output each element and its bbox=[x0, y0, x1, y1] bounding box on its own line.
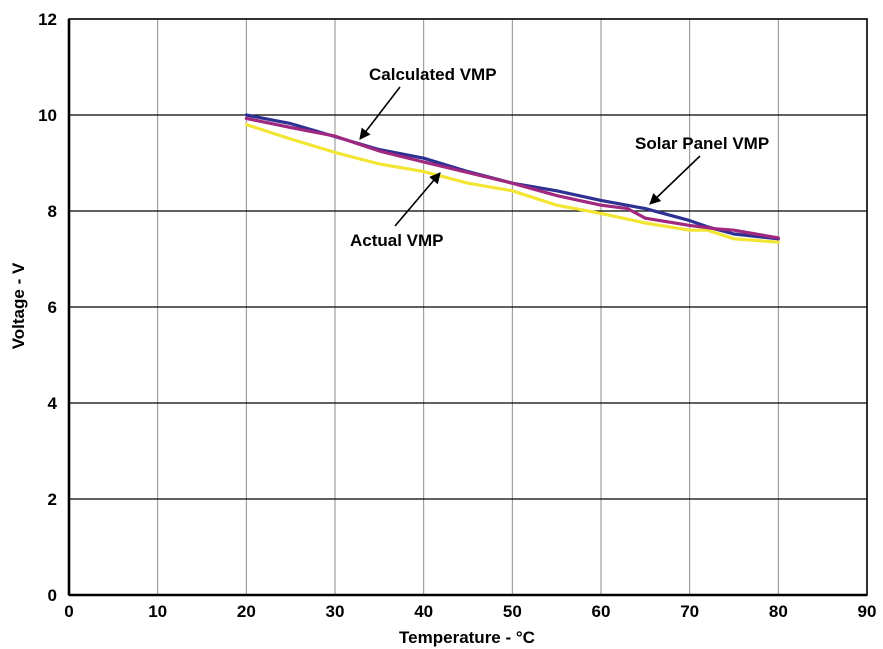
x-tick-label: 90 bbox=[858, 602, 877, 621]
annotation-solar-panel-vmp-label: Solar Panel VMP bbox=[635, 134, 769, 153]
plot-frame bbox=[67, 18, 868, 597]
series-lines bbox=[244, 113, 780, 244]
x-tick-label: 80 bbox=[769, 602, 788, 621]
series-line-calculated-vmp bbox=[244, 116, 780, 240]
x-tick-label: 20 bbox=[237, 602, 256, 621]
y-tick-label: 4 bbox=[48, 394, 58, 413]
grid bbox=[69, 19, 867, 595]
x-axis-title: Temperature - °C bbox=[399, 628, 535, 647]
annotation-calculated-vmp: Calculated VMP bbox=[359, 65, 497, 140]
y-tick-label: 0 bbox=[48, 586, 57, 605]
annotation-solar-panel-vmp-arrow bbox=[649, 155, 701, 205]
annotation-actual-vmp: Actual VMP bbox=[350, 172, 444, 250]
y-tick-label: 10 bbox=[38, 106, 57, 125]
x-tick-label: 30 bbox=[326, 602, 345, 621]
annotation-calculated-vmp-label: Calculated VMP bbox=[369, 65, 497, 84]
annotation-actual-vmp-arrow bbox=[394, 172, 441, 227]
x-tick-labels: 0 10 20 30 40 50 60 70 80 90 bbox=[64, 602, 876, 621]
y-tick-labels: 0 2 4 6 8 10 12 bbox=[38, 10, 57, 605]
annotation-actual-vmp-label: Actual VMP bbox=[350, 231, 444, 250]
x-tick-label: 70 bbox=[680, 602, 699, 621]
x-tick-label: 40 bbox=[414, 602, 433, 621]
y-tick-label: 8 bbox=[48, 202, 57, 221]
series-line-actual-vmp bbox=[244, 122, 780, 244]
annotation-calculated-vmp-arrow bbox=[359, 86, 401, 140]
y-axis-title: Voltage - V bbox=[9, 262, 28, 349]
annotations: Calculated VMP Solar Panel VMP Actual VM… bbox=[350, 65, 769, 250]
x-tick-label: 60 bbox=[592, 602, 611, 621]
y-tick-label: 12 bbox=[38, 10, 57, 29]
y-tick-label: 6 bbox=[48, 298, 57, 317]
x-tick-label: 0 bbox=[64, 602, 73, 621]
y-tick-label: 2 bbox=[48, 490, 57, 509]
annotation-solar-panel-vmp: Solar Panel VMP bbox=[635, 134, 769, 205]
x-tick-label: 10 bbox=[148, 602, 167, 621]
x-tick-label: 50 bbox=[503, 602, 522, 621]
